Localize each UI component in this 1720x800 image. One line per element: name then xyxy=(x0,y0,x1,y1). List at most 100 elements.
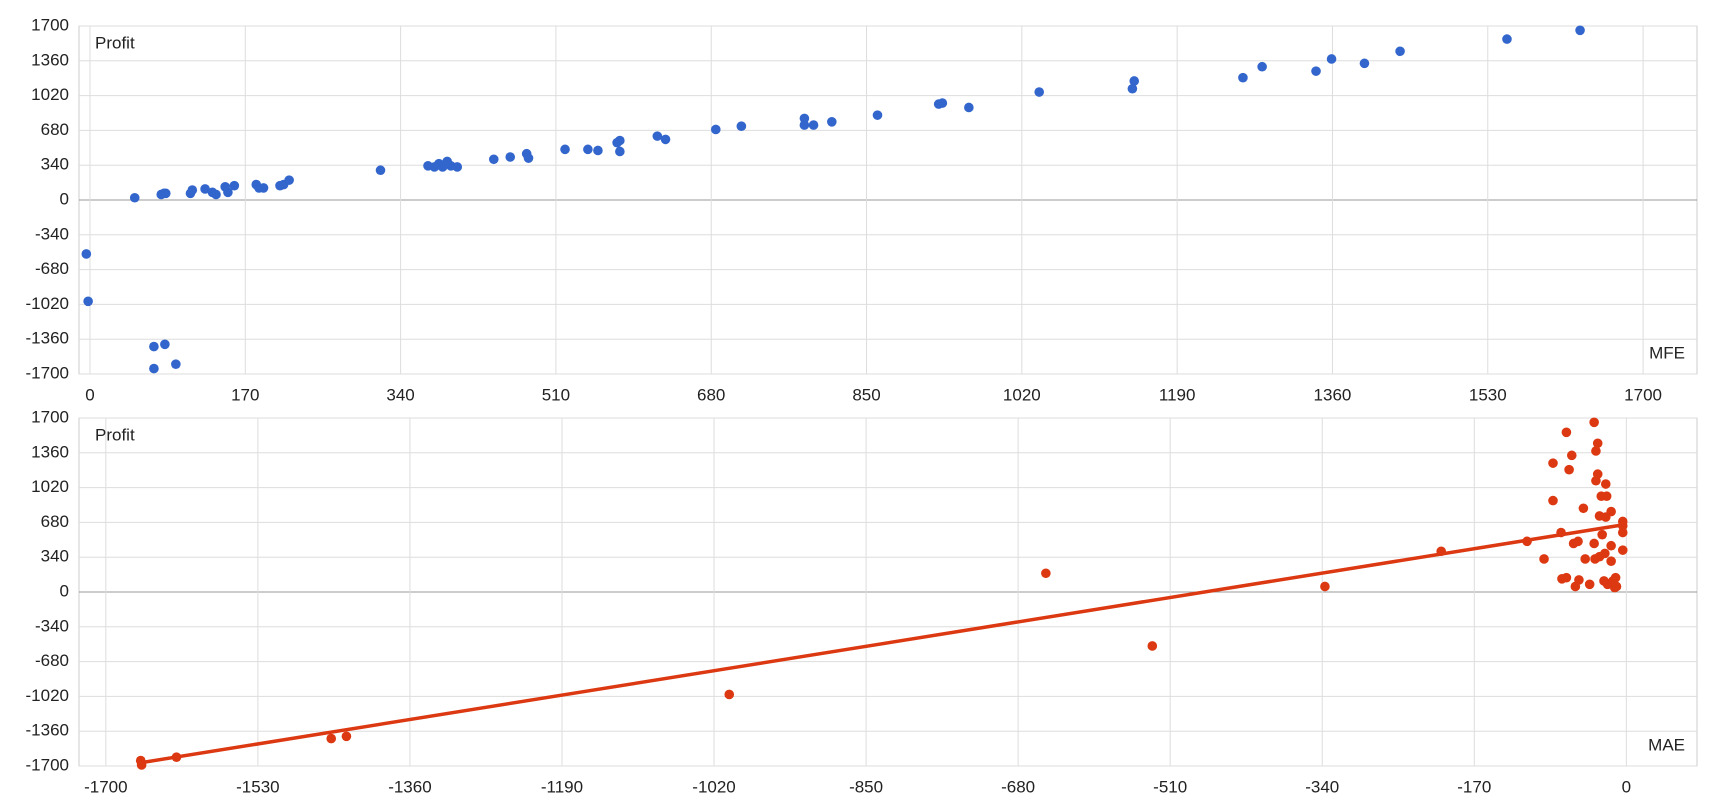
y-axis-label: Profit xyxy=(95,33,135,52)
point xyxy=(200,184,210,194)
y-tick-label: 0 xyxy=(60,189,69,208)
x-tick-label: -1190 xyxy=(541,777,583,796)
point xyxy=(1311,66,1321,76)
point xyxy=(1617,521,1628,531)
y-tick-label: 1700 xyxy=(31,15,69,34)
y-tick-label: -680 xyxy=(35,259,69,278)
point xyxy=(1238,72,1248,83)
point xyxy=(1597,529,1607,540)
point xyxy=(505,152,516,162)
point xyxy=(660,134,671,145)
point xyxy=(211,189,221,200)
y-tick-label: -340 xyxy=(35,616,69,635)
x-axis-label: MAE xyxy=(1648,735,1685,754)
point xyxy=(736,121,747,132)
point xyxy=(1436,546,1446,557)
point xyxy=(83,296,93,307)
y-tick-label: 680 xyxy=(41,512,69,531)
point xyxy=(799,120,810,130)
point xyxy=(1600,548,1610,559)
x-tick-label: -170 xyxy=(1457,777,1491,796)
point xyxy=(1589,417,1599,428)
x-axis-label: MFE xyxy=(1649,343,1685,362)
y-tick-label: 340 xyxy=(41,547,69,566)
point xyxy=(1580,554,1590,564)
point xyxy=(1573,536,1583,547)
point xyxy=(1326,54,1337,64)
point xyxy=(964,102,974,113)
point xyxy=(171,359,181,369)
point xyxy=(258,183,269,193)
point xyxy=(1601,491,1612,501)
point xyxy=(1548,458,1558,468)
point xyxy=(1606,506,1616,517)
point xyxy=(1556,527,1566,538)
y-tick-label: -1360 xyxy=(26,721,69,740)
point xyxy=(136,760,147,770)
point xyxy=(652,131,663,141)
point xyxy=(1589,538,1599,549)
point xyxy=(615,146,625,157)
x-tick-label: 0 xyxy=(1622,777,1631,796)
point xyxy=(1320,581,1330,592)
y-tick-label: -1020 xyxy=(26,294,69,313)
point xyxy=(710,124,721,135)
point xyxy=(1610,572,1621,583)
point xyxy=(593,145,603,156)
point xyxy=(1561,572,1572,583)
trendline xyxy=(140,523,1624,765)
x-tick-label: 1190 xyxy=(1159,385,1196,404)
y-tick-label: -680 xyxy=(35,651,69,670)
point xyxy=(1129,76,1140,86)
point xyxy=(1041,568,1051,579)
point xyxy=(615,135,625,146)
point xyxy=(284,175,294,185)
y-tick-label: 680 xyxy=(41,120,69,139)
y-axis-label: Profit xyxy=(95,425,135,444)
y-tick-label: 340 xyxy=(41,155,69,174)
point xyxy=(341,731,352,742)
point xyxy=(171,752,182,762)
point xyxy=(583,144,593,155)
point xyxy=(1574,575,1584,585)
x-tick-label: -510 xyxy=(1153,777,1187,796)
point xyxy=(560,144,570,155)
point xyxy=(129,192,140,203)
point xyxy=(1257,61,1267,72)
point xyxy=(229,180,240,191)
y-tick-label: 1700 xyxy=(31,407,69,426)
point xyxy=(799,113,810,124)
x-tick-label: 850 xyxy=(852,385,880,404)
x-tick-label: 170 xyxy=(231,385,259,404)
point xyxy=(1359,58,1370,69)
point xyxy=(1606,540,1616,551)
point xyxy=(1611,581,1622,592)
point xyxy=(724,689,735,700)
x-tick-label: 1360 xyxy=(1314,385,1352,404)
x-tick-label: 680 xyxy=(697,385,725,404)
y-tick-label: 1360 xyxy=(31,50,69,69)
point xyxy=(1564,464,1574,475)
point xyxy=(1034,87,1045,97)
point xyxy=(1617,545,1628,555)
y-tick-label: 1020 xyxy=(31,477,69,496)
point xyxy=(1566,450,1577,461)
point xyxy=(872,110,883,120)
x-tick-label: 1530 xyxy=(1469,385,1507,404)
point xyxy=(1600,479,1611,489)
point xyxy=(81,249,92,259)
point xyxy=(187,185,198,195)
y-tick-label: 1360 xyxy=(31,442,69,461)
point xyxy=(149,363,159,374)
point xyxy=(1592,438,1603,449)
x-tick-label: 340 xyxy=(386,385,414,404)
point xyxy=(808,120,819,130)
point xyxy=(1539,554,1549,564)
x-tick-label: -1700 xyxy=(84,777,127,796)
point xyxy=(1617,527,1628,538)
x-tick-label: -680 xyxy=(1001,777,1035,796)
y-tick-label: -340 xyxy=(35,224,69,243)
point xyxy=(1591,446,1601,456)
x-tick-label: 1700 xyxy=(1624,385,1662,404)
